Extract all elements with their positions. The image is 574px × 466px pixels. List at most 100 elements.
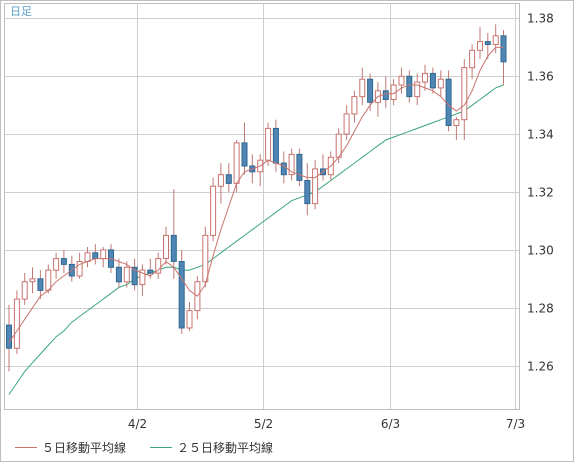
candle-body-down [367, 78, 374, 103]
candle [453, 116, 460, 140]
candle-body-up [155, 258, 162, 274]
candle-body-up [469, 49, 476, 69]
candle [29, 267, 36, 294]
y-tick-label: 1.30 [527, 244, 554, 258]
candle [312, 160, 319, 210]
candle [115, 258, 122, 288]
candle-body-up [453, 119, 460, 126]
candle [225, 163, 232, 192]
candle-body-up [461, 67, 468, 121]
candle-body-down [272, 127, 279, 164]
candle-body-down [60, 258, 67, 265]
candle [163, 226, 169, 265]
candle-body-up [100, 249, 107, 260]
candle [351, 90, 358, 123]
candle-body-up [53, 258, 60, 271]
period-label: 日足 [10, 5, 32, 18]
candle-body-up [351, 96, 358, 115]
candle [13, 290, 20, 354]
candle-body-down [115, 266, 122, 283]
candle [139, 264, 146, 297]
candle [288, 148, 295, 181]
ma5-line [8, 46, 504, 343]
x-tick-label: 7/3 [506, 417, 525, 431]
plot-area [4, 3, 520, 410]
candle [492, 24, 499, 54]
candle [6, 304, 12, 372]
y-tick-label: 1.26 [527, 360, 554, 374]
candle [53, 252, 60, 279]
candle-body-down [296, 153, 303, 181]
x-tick-label: 5/2 [254, 417, 273, 431]
legend: ５日移動平均線 ２５日移動平均線 [15, 440, 273, 455]
candle-body-down [429, 72, 436, 89]
y-tick-label: 1.28 [527, 302, 554, 316]
ma25-line [8, 84, 504, 395]
candle [21, 273, 28, 305]
candle [398, 67, 405, 94]
candle [123, 261, 130, 288]
candle-body-up [233, 142, 240, 184]
candle [217, 163, 224, 204]
candle-body-up [398, 75, 405, 86]
x-tick-label: 4/2 [128, 417, 147, 431]
ma5-series [8, 46, 504, 343]
candle-body-down [92, 252, 99, 260]
candle [500, 30, 507, 85]
candle [414, 73, 421, 106]
candle-body-down [406, 75, 413, 98]
candle [170, 189, 177, 279]
candle [484, 32, 491, 59]
candle-body-up [492, 35, 499, 45]
candle-body-up [359, 78, 366, 98]
legend-label-ma5: ５日移動平均線 [42, 440, 126, 455]
candle-body-up [123, 266, 130, 283]
candle [343, 105, 350, 140]
candle-body-up [343, 113, 350, 135]
candle-body-up [414, 81, 421, 98]
y-tick-label: 1.32 [527, 186, 554, 200]
candle [422, 64, 428, 91]
candle-body-up [163, 234, 169, 259]
candle-body-down [225, 174, 232, 184]
candle [37, 270, 44, 300]
candle [155, 252, 162, 279]
candle-body-down [147, 269, 154, 274]
candle-body-up [265, 127, 272, 161]
candle-body-down [382, 90, 389, 101]
candle-body-up [217, 174, 224, 187]
candle-body-up [21, 281, 28, 300]
candle-body-up [13, 298, 20, 349]
candle [186, 302, 193, 331]
x-tick-label: 6/3 [381, 417, 400, 431]
candle-body-up [139, 269, 146, 286]
candle [241, 122, 248, 175]
candle-body-up [477, 41, 483, 51]
candle-body-up [76, 261, 83, 277]
candle-body-down [170, 234, 177, 262]
candle [304, 163, 311, 216]
candle-body-up [335, 133, 342, 158]
candle-body-down [500, 35, 507, 63]
candle-body-down [241, 142, 248, 167]
candle-body-up [186, 310, 193, 329]
candle [445, 70, 452, 132]
candle-body-down [178, 261, 185, 329]
candle [131, 258, 138, 291]
candle [280, 151, 287, 184]
candle-body-down [37, 278, 44, 291]
candle [461, 59, 468, 140]
candle [429, 67, 436, 94]
candle-body-down [304, 180, 311, 205]
candle [359, 67, 366, 106]
candle-body-up [312, 168, 319, 205]
candle [178, 249, 185, 334]
candle-body-up [288, 153, 295, 176]
ma25-series [8, 84, 504, 395]
y-tick-label: 1.36 [527, 70, 554, 84]
candle [469, 44, 476, 80]
candle-body-up [210, 185, 217, 236]
y-tick-label: 1.38 [527, 12, 554, 26]
